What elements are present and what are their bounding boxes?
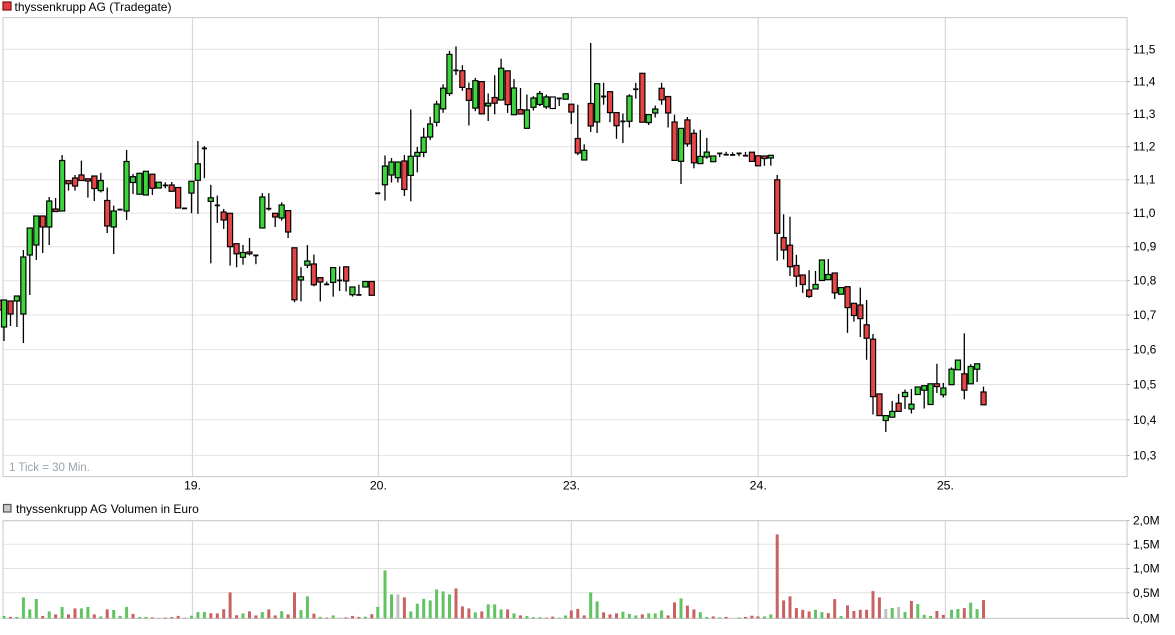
svg-text:10,6: 10,6 — [1133, 343, 1157, 357]
svg-text:10,5: 10,5 — [1133, 378, 1157, 392]
svg-text:10,9: 10,9 — [1133, 240, 1157, 254]
svg-text:10,4: 10,4 — [1133, 413, 1157, 427]
svg-text:11,0: 11,0 — [1133, 206, 1156, 220]
svg-text:20.: 20. — [370, 479, 387, 493]
svg-text:1,5M: 1,5M — [1133, 537, 1160, 551]
svg-text:23.: 23. — [563, 479, 580, 493]
svg-text:10,3: 10,3 — [1133, 448, 1157, 462]
svg-text:24.: 24. — [750, 479, 767, 493]
svg-text:11,3: 11,3 — [1133, 107, 1156, 121]
svg-text:thyssenkrupp AG Volumen in Eur: thyssenkrupp AG Volumen in Euro — [16, 502, 199, 516]
svg-text:2,0M: 2,0M — [1133, 514, 1160, 528]
svg-text:10,7: 10,7 — [1133, 308, 1157, 322]
svg-text:thyssenkrupp AG (Tradegate): thyssenkrupp AG (Tradegate) — [15, 0, 172, 14]
svg-text:0,0M: 0,0M — [1133, 611, 1160, 625]
svg-text:1 Tick = 30 Min.: 1 Tick = 30 Min. — [9, 462, 90, 474]
svg-text:11,1: 11,1 — [1133, 173, 1156, 187]
svg-text:11,2: 11,2 — [1133, 140, 1156, 154]
svg-text:1,0M: 1,0M — [1133, 562, 1160, 576]
svg-text:0,5M: 0,5M — [1133, 586, 1160, 600]
svg-text:11,5: 11,5 — [1133, 42, 1156, 56]
svg-text:19.: 19. — [184, 479, 201, 493]
svg-text:10,8: 10,8 — [1133, 274, 1157, 288]
svg-text:25.: 25. — [937, 479, 954, 493]
svg-text:11,4: 11,4 — [1133, 75, 1156, 89]
